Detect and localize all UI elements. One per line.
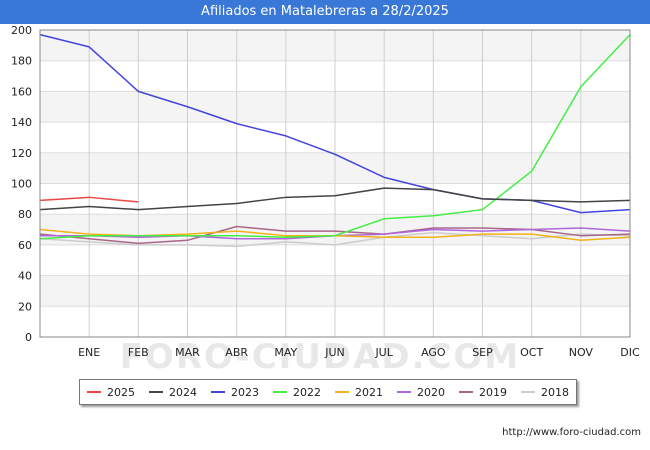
legend-item-2018: 2018 — [521, 386, 569, 399]
x-tick-label: ENE — [78, 346, 100, 359]
x-tick-label: FEB — [128, 346, 149, 359]
legend-item-2019: 2019 — [459, 386, 507, 399]
legend-label: 2018 — [541, 385, 569, 399]
y-tick-label: 120 — [11, 147, 32, 160]
x-tick-label: OCT — [520, 346, 543, 359]
y-tick-label: 0 — [25, 331, 32, 344]
x-tick-label: ABR — [225, 346, 248, 359]
x-tick-label: MAR — [175, 346, 200, 359]
legend-swatch — [211, 391, 225, 393]
plot-frame — [39, 29, 631, 338]
series-line-2024 — [39, 187, 631, 211]
series-line-2018 — [39, 231, 631, 248]
x-tick-label: JUN — [324, 346, 345, 359]
legend-swatch — [521, 391, 535, 393]
legend-label: 2020 — [417, 385, 445, 399]
legend-item-2022: 2022 — [273, 386, 321, 399]
legend-label: 2021 — [355, 385, 383, 399]
legend-item-2024: 2024 — [149, 386, 197, 399]
y-tick-label: 160 — [11, 85, 32, 98]
x-tick-label: SEP — [472, 346, 493, 359]
legend-item-2021: 2021 — [335, 386, 383, 399]
legend-label: 2022 — [293, 385, 321, 399]
watermark: FORO-CIUDAD.COM — [120, 337, 521, 377]
series-line-2025 — [39, 196, 139, 203]
legend: 2025 2024 2023 2022 2021 2020 2019 2018 — [79, 379, 577, 405]
legend-label: 2025 — [107, 385, 135, 399]
y-tick-label: 20 — [18, 300, 32, 313]
x-tick-label: NOV — [569, 346, 594, 359]
legend-label: 2024 — [169, 385, 197, 399]
series-line-2022 — [39, 34, 631, 240]
y-tick-label: 60 — [18, 239, 32, 252]
y-tick-label: 80 — [18, 208, 32, 221]
x-tick-label: MAY — [274, 346, 297, 359]
legend-swatch — [397, 391, 411, 393]
source-credit: http://www.foro-ciudad.com — [502, 427, 641, 438]
legend-swatch — [459, 391, 473, 393]
y-tick-label: 140 — [11, 116, 32, 129]
legend-label: 2023 — [231, 385, 259, 399]
y-tick-label: 40 — [18, 270, 32, 283]
chart-title: Afiliados en Matalebreras a 28/2/2025 — [0, 0, 650, 24]
legend-item-2023: 2023 — [211, 386, 259, 399]
y-tick-label: 100 — [11, 178, 32, 191]
y-tick-label: 200 — [11, 24, 32, 37]
legend-item-2020: 2020 — [397, 386, 445, 399]
legend-swatch — [87, 391, 101, 393]
legend-swatch — [273, 391, 287, 393]
legend-swatch — [149, 391, 163, 393]
legend-label: 2019 — [479, 385, 507, 399]
legend-item-2025: 2025 — [87, 386, 135, 399]
legend-swatch — [335, 391, 349, 393]
y-tick-label: 180 — [11, 55, 32, 68]
x-tick-label: AGO — [421, 346, 446, 359]
x-tick-label: DIC — [620, 346, 640, 359]
x-tick-label: JUL — [374, 346, 393, 359]
